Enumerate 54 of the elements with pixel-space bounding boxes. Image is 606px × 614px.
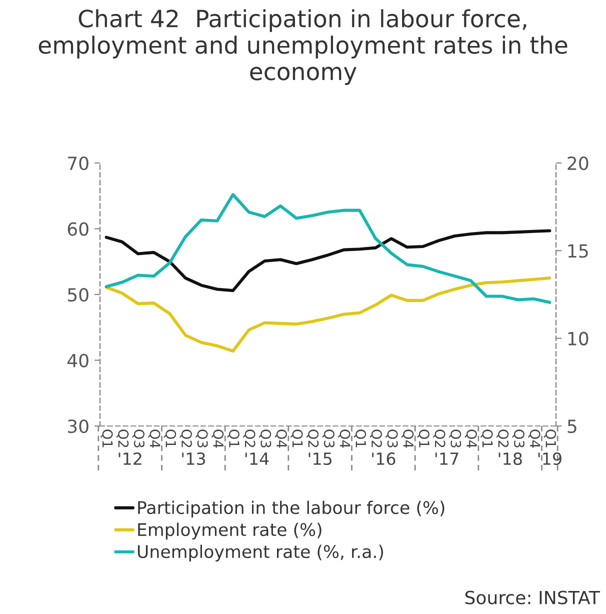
legend-label: Unemployment rate (%, r.a.)	[138, 544, 384, 562]
line-series	[104, 276, 552, 353]
x-tick-label: Q2	[433, 430, 446, 448]
y2-tick-label: 20	[568, 156, 588, 170]
x-tick-label: Q2	[306, 430, 319, 448]
x-tick-label: Q1	[164, 430, 176, 448]
line-series	[104, 229, 552, 292]
x-tick-label: Q1	[100, 430, 113, 448]
y-tick-label: 70	[68, 156, 88, 170]
x-tick-label: Q1	[227, 430, 240, 448]
x-tick-label: Q3	[449, 430, 462, 448]
chart-title: Chart 42 Participation in labour force, employment and unemployment rates in the economy	[38, 9, 568, 85]
text: '18	[498, 452, 522, 466]
x-tick-label: Q3	[386, 430, 398, 448]
x-tick-label: Q4	[274, 430, 287, 448]
x-tick-label: Q1	[480, 430, 493, 448]
x-tick-label: Q4	[402, 430, 414, 448]
text: '12	[118, 452, 142, 465]
x-tick-label: Q4	[528, 430, 540, 448]
y2-tick-label: 5	[568, 420, 576, 434]
x-tick-label: Q2	[370, 430, 382, 448]
text: '14	[245, 452, 269, 465]
x-tick-label: Q4	[148, 430, 160, 448]
y-tick-label: 30	[68, 419, 88, 434]
x-tick-label: Q2	[496, 430, 509, 448]
x-tick-label: Q3	[196, 430, 208, 448]
text: '13	[182, 452, 205, 466]
y-tick-label: 50	[68, 288, 88, 302]
x-tick-label: Q1	[544, 430, 556, 448]
y2-tick-label: 10	[568, 332, 588, 346]
x-tick-label: Q2	[243, 430, 256, 448]
x-tick-label: Q3	[259, 430, 272, 448]
y2-tick-label: 15	[568, 244, 588, 258]
line-series	[104, 193, 552, 304]
y-tick-label: 40	[67, 354, 88, 368]
x-tick-label: Q3	[512, 430, 524, 448]
x-tick-label: Q1	[354, 430, 366, 448]
legend-label: Participation in the labour force (%)	[138, 500, 444, 518]
text: '15	[308, 452, 332, 466]
y-tick-label: 60	[68, 222, 88, 236]
x-tick-label: Q3	[132, 430, 144, 448]
x-tick-label: Q4	[338, 430, 350, 448]
x-tick-label: Q4	[464, 430, 477, 448]
x-tick-label: Q2	[116, 430, 129, 448]
text: '19	[538, 452, 562, 466]
x-tick-label: Q4	[212, 430, 224, 448]
x-tick-label: Q1	[417, 430, 430, 448]
text: '17	[435, 452, 458, 465]
x-tick-label: Q2	[180, 430, 192, 448]
text: '16	[372, 452, 396, 466]
legend-label: Employment rate (%)	[138, 522, 322, 540]
source-note: Source: INSTAT	[465, 590, 600, 604]
x-tick-label: Q3	[322, 430, 334, 448]
x-tick-label: Q1	[290, 430, 303, 448]
